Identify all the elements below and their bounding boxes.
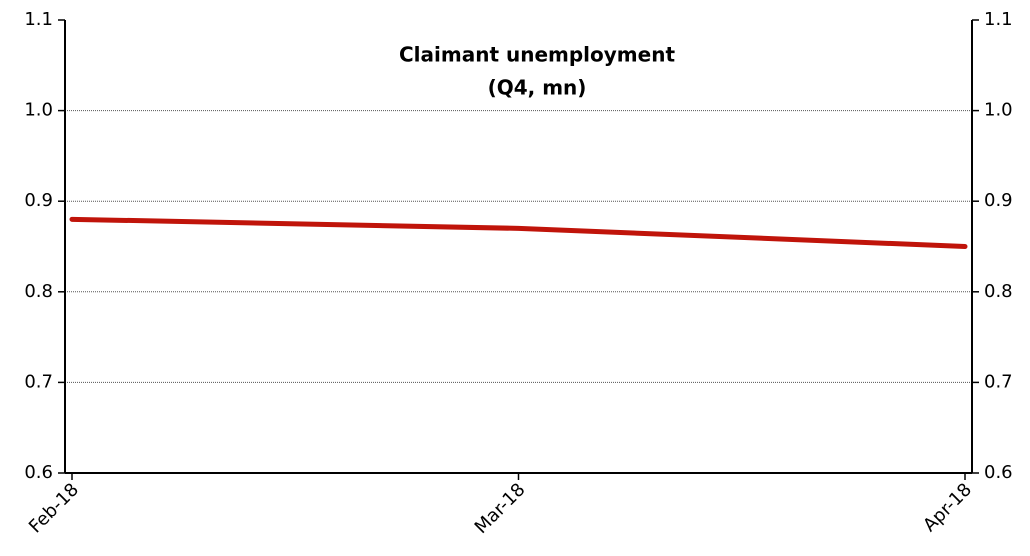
y-tick-label: 0.6	[24, 462, 53, 483]
y2-tick-label: 0.9	[984, 190, 1013, 211]
y2-tick-label: 0.8	[984, 281, 1013, 302]
x-tick-label: Feb-18	[25, 479, 83, 537]
chart-subtitle: (Q4, mn)	[488, 76, 587, 100]
y2-tick-label: 1.0	[984, 100, 1013, 121]
y-tick-label: 1.1	[24, 9, 53, 30]
x-tick-label: Mar-18	[471, 479, 530, 538]
series-line	[69, 216, 968, 249]
y-tick-label: 0.8	[24, 281, 53, 302]
y2-tick-label: 0.7	[984, 371, 1013, 392]
y-tick-label: 1.0	[24, 100, 53, 121]
x-tick-label: Apr-18	[919, 479, 976, 536]
y-tick-label: 0.7	[24, 371, 53, 392]
y-tick-label: 0.9	[24, 190, 53, 211]
y2-tick-label: 0.6	[984, 462, 1013, 483]
chart-title: Claimant unemployment	[399, 43, 675, 67]
y2-tick-label: 1.1	[984, 9, 1013, 30]
